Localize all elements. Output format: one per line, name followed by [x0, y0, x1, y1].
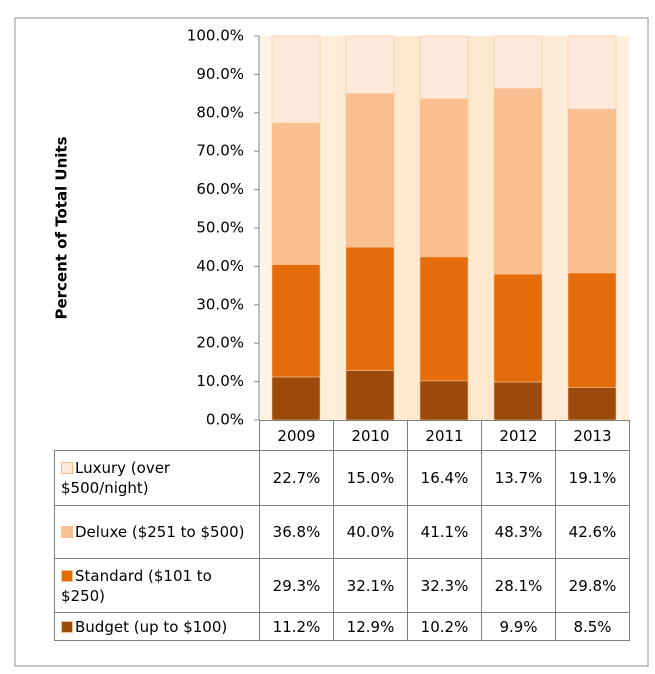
y-tick-label: 20.0%	[196, 334, 244, 352]
table-value-cell: 11.2%	[259, 612, 334, 641]
table-value-cell: 9.9%	[481, 612, 556, 641]
legend-cell: Deluxe ($251 to $500)	[54, 505, 260, 559]
bar-segment	[567, 35, 617, 110]
legend-cell: Luxury (over $500/night)	[54, 450, 260, 506]
legend-label: Standard ($101 to $250)	[61, 566, 212, 605]
table-value-cell: 28.1%	[481, 558, 556, 613]
chart-border	[14, 17, 649, 667]
bar-segment	[493, 35, 543, 89]
table-value-cell: 36.8%	[259, 505, 334, 559]
bar-segment	[493, 381, 543, 421]
table-value-cell: 42.6%	[555, 505, 630, 559]
y-tick-label: 40.0%	[196, 257, 244, 275]
bar-segment	[271, 35, 321, 124]
table-header-cell: 2010	[333, 420, 408, 451]
bar-segment	[419, 35, 469, 100]
legend-entry: Deluxe ($251 to $500)	[61, 522, 245, 542]
y-tick-label: 50.0%	[196, 219, 244, 237]
bar-segment	[419, 98, 469, 258]
bar-segment	[271, 122, 321, 265]
bar-segment	[271, 376, 321, 421]
y-axis-label: Percent of Total Units	[53, 136, 71, 319]
legend-label: Luxury (over $500/night)	[61, 459, 171, 497]
bar-segment	[345, 35, 395, 94]
legend-label: Deluxe ($251 to $500)	[75, 523, 245, 541]
table-value-cell: 16.4%	[407, 450, 482, 506]
legend-key	[61, 526, 73, 538]
table-header-cell: 2009	[259, 420, 334, 451]
table-value-cell: 12.9%	[333, 612, 408, 641]
legend-entry: Luxury (over $500/night)	[61, 458, 259, 498]
table-value-cell: 40.0%	[333, 505, 408, 559]
table-value-cell: 22.7%	[259, 450, 334, 506]
y-tick-label: 80.0%	[196, 103, 244, 121]
y-tick-label: 100.0%	[187, 27, 244, 45]
table-value-cell: 32.1%	[333, 558, 408, 613]
bar-segment	[345, 246, 395, 371]
bar-segment	[493, 88, 543, 275]
legend-key	[61, 462, 73, 474]
table-value-cell: 32.3%	[407, 558, 482, 613]
bar-segment	[567, 272, 617, 388]
y-tick-label: 60.0%	[196, 180, 244, 198]
table-value-cell: 29.8%	[555, 558, 630, 613]
table-header-cell: 2012	[481, 420, 556, 451]
legend-entry: Budget (up to $100)	[61, 617, 227, 637]
table-value-cell: 8.5%	[555, 612, 630, 641]
table-value-cell: 19.1%	[555, 450, 630, 506]
bar-segment	[419, 256, 469, 382]
table-value-cell: 15.0%	[333, 450, 408, 506]
y-tick-label: 0.0%	[206, 411, 244, 429]
table-value-cell: 13.7%	[481, 450, 556, 506]
y-tick-label: 90.0%	[196, 65, 244, 83]
bar-segment	[567, 387, 617, 421]
table-header-cell: 2011	[407, 420, 482, 451]
bar-segment	[493, 273, 543, 383]
bar-segment	[419, 380, 469, 421]
legend-cell: Standard ($101 to $250)	[54, 558, 260, 613]
table-value-cell: 48.3%	[481, 505, 556, 559]
table-header-cell: 2013	[555, 420, 630, 451]
legend-key	[61, 569, 73, 582]
y-tick-label: 70.0%	[196, 142, 244, 160]
y-tick-label: 10.0%	[196, 372, 244, 390]
legend-entry: Standard ($101 to $250)	[61, 566, 259, 606]
bar-segment	[567, 109, 617, 274]
table-value-cell: 10.2%	[407, 612, 482, 641]
y-tick-label: 30.0%	[196, 295, 244, 313]
legend-key	[61, 620, 73, 633]
bar-segment	[271, 264, 321, 378]
legend-label: Budget (up to $100)	[75, 617, 228, 636]
table-value-cell: 41.1%	[407, 505, 482, 559]
legend-cell: Budget (up to $100)	[54, 612, 260, 641]
bar-segment	[345, 93, 395, 248]
table-value-cell: 29.3%	[259, 558, 334, 613]
bar-segment	[345, 370, 395, 421]
